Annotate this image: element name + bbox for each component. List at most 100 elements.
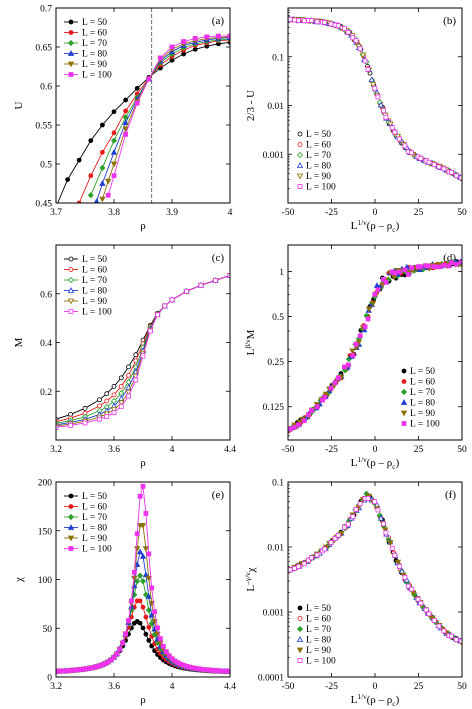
data-point [181, 51, 187, 57]
data-point [353, 37, 359, 43]
legend-label: L = 50 [82, 18, 107, 28]
data-point [383, 114, 389, 120]
data-point [350, 35, 356, 41]
data-point [104, 398, 110, 404]
x-axis-label: L1/ν(ρ – ρc) [351, 692, 400, 708]
legend: L = 50L = 60L = 70L = 80L = 90L = 100 [296, 130, 336, 193]
data-point [110, 137, 118, 144]
data-point [118, 400, 125, 407]
panel-tag: (e) [212, 489, 225, 501]
x-axis-label: ρ [140, 220, 146, 232]
data-point [146, 551, 152, 557]
data-point [288, 567, 293, 573]
data-point [426, 611, 432, 617]
data-point [372, 292, 378, 297]
data-point [372, 499, 378, 505]
y-tick-label: 0.001 [263, 609, 285, 619]
data-point [369, 82, 377, 88]
data-point [166, 653, 172, 659]
data-point [111, 392, 117, 398]
legend-marker [296, 625, 304, 633]
data-point [418, 156, 424, 161]
data-point [328, 385, 334, 391]
data-point [99, 180, 106, 186]
data-point [140, 353, 146, 359]
x-tick-label: 4 [228, 208, 233, 218]
plot-frame [55, 7, 231, 204]
data-point [342, 524, 347, 530]
data-point [453, 173, 459, 179]
y-tick-label: 0.45 [35, 200, 52, 210]
legend-marker [297, 131, 303, 137]
y-tick-label: 0.2 [40, 388, 52, 398]
data-point [133, 377, 139, 383]
y-axis-label: L–γ/νχ [243, 567, 257, 591]
data-point [375, 94, 381, 100]
x-axis-label: ρ [140, 694, 146, 706]
legend-marker [67, 513, 75, 521]
legend: L = 50L = 60L = 70L = 80L = 90L = 100 [64, 18, 112, 81]
data-point [394, 133, 402, 140]
data-point [345, 362, 351, 368]
plot-frame [55, 244, 231, 441]
data-point [357, 46, 363, 52]
data-point [449, 260, 454, 266]
legend-marker [67, 298, 75, 305]
data-point [56, 424, 59, 430]
data-point [134, 531, 140, 537]
data-point [198, 282, 204, 288]
data-point [137, 572, 144, 579]
legend-label: L = 100 [82, 545, 112, 555]
data-point [118, 375, 124, 381]
legend-label: L = 50 [410, 367, 435, 377]
data-point [215, 33, 221, 39]
data-point [137, 620, 143, 626]
legend-marker [67, 535, 75, 542]
data-point [128, 598, 134, 604]
data-point [99, 196, 106, 203]
data-point [449, 633, 454, 639]
data-point [357, 501, 363, 507]
legend-label: L = 100 [82, 308, 112, 318]
data-point [143, 631, 149, 637]
data-point [441, 166, 447, 172]
data-point [453, 637, 459, 643]
data-point [362, 324, 368, 330]
x-tick-label: 0 [373, 682, 378, 692]
panel-tag: (a) [212, 15, 225, 27]
data-point [146, 76, 152, 82]
data-point [88, 138, 94, 144]
x-tick-label: 25 [414, 445, 424, 455]
data-point [402, 143, 408, 149]
data-point [123, 631, 128, 637]
data-point [309, 555, 314, 561]
data-point [365, 316, 371, 322]
data-point [192, 46, 198, 52]
legend-label: L = 50 [306, 604, 331, 614]
legend-label: L = 70 [82, 39, 107, 49]
data-point [104, 414, 110, 420]
data-point [392, 552, 398, 558]
x-tick-label: 3.6 [108, 682, 120, 692]
legend-label: L = 80 [82, 50, 107, 60]
data-point [142, 591, 149, 598]
data-point [396, 563, 402, 569]
y-tick-label: 0.55 [35, 122, 52, 132]
data-point [458, 638, 462, 644]
plot-area [57, 8, 230, 203]
data-point [123, 97, 128, 103]
data-point [157, 55, 163, 61]
legend-label: L = 90 [82, 297, 107, 307]
data-point [403, 576, 410, 583]
legend-label: L = 70 [306, 625, 331, 635]
data-point [314, 19, 320, 25]
x-tick-label: 4.4 [224, 445, 236, 455]
data-point [314, 552, 320, 558]
data-point [163, 649, 169, 655]
x-tick-label: -50 [282, 208, 295, 218]
legend-label: L = 60 [306, 615, 331, 625]
series-line-L80 [56, 550, 230, 672]
legend-marker [68, 493, 74, 499]
data-point [288, 16, 293, 22]
y-tick-label: 0.5 [40, 161, 52, 171]
